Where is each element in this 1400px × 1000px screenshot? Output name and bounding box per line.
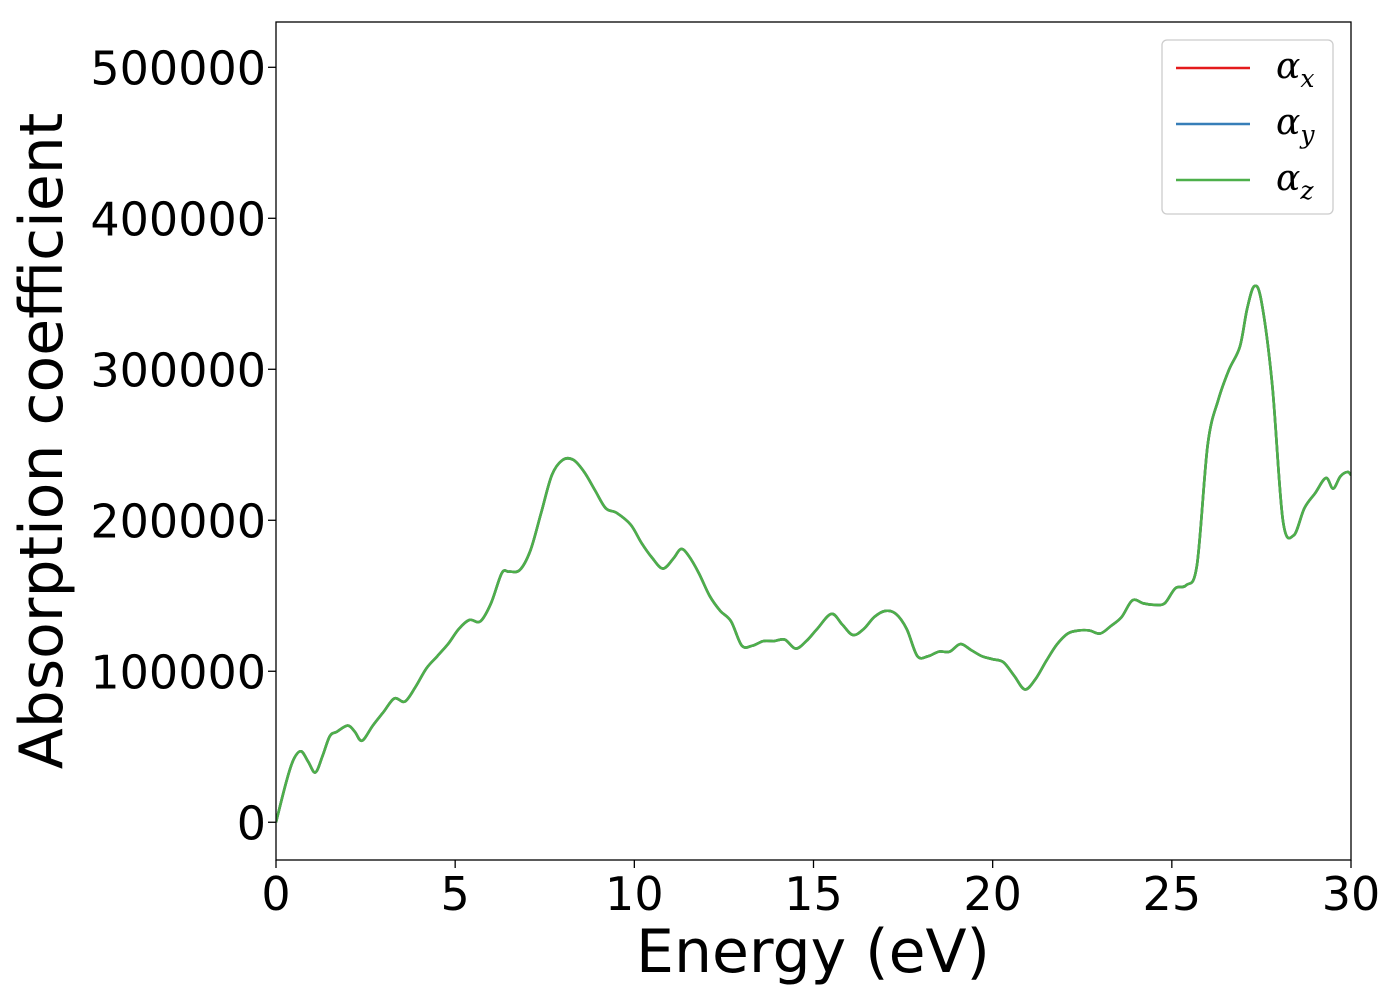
y-tick-label: 100000	[90, 645, 266, 699]
x-tick-label: 0	[261, 867, 290, 921]
x-tick-label: 5	[441, 867, 470, 921]
x-tick-label: 20	[963, 867, 1022, 921]
x-axis-label: Energy (eV)	[636, 917, 990, 987]
legend: αx αy αz	[1161, 39, 1334, 215]
series-layer	[276, 284, 1351, 823]
x-axis: 0 5 10 15 20 25 30	[261, 860, 1380, 921]
x-tick-label: 25	[1143, 867, 1202, 921]
x-tick-label: 15	[784, 867, 843, 921]
y-axis-label: Absorption coefficient	[7, 113, 77, 770]
legend-frame	[1161, 39, 1334, 215]
x-tick-label: 30	[1322, 867, 1381, 921]
y-tick-label: 0	[237, 796, 266, 850]
legend-label-z: αz	[1276, 158, 1314, 205]
series-line-z	[276, 284, 1351, 823]
legend-label-x: αx	[1276, 46, 1314, 93]
x-tick-label: 10	[605, 867, 664, 921]
y-tick-label: 400000	[90, 192, 266, 246]
y-tick-label: 300000	[90, 343, 266, 397]
y-tick-label: 200000	[90, 494, 266, 548]
y-axis: 0 100000 200000 300000 400000 500000	[90, 41, 276, 850]
y-tick-label: 500000	[90, 41, 266, 95]
legend-label-y: αy	[1276, 102, 1315, 149]
